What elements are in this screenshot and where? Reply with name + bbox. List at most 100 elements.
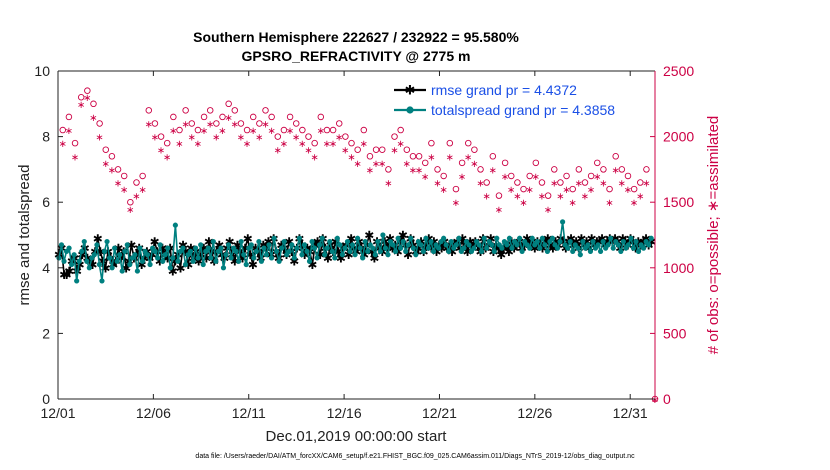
totalspread-point: [134, 268, 141, 274]
rmse-point: ✱: [494, 242, 504, 256]
rmse-point: ✱: [243, 232, 253, 246]
obs-assimilated-marker: ∗: [181, 119, 189, 130]
totalspread-point: [317, 242, 323, 248]
totalspread-point: [279, 245, 285, 251]
totalspread-point: [334, 235, 340, 241]
totalspread-point: [408, 235, 414, 241]
legend-box: [388, 79, 650, 121]
obs-assimilated-marker: ∗: [138, 185, 146, 196]
totalspread-point: [155, 255, 161, 261]
rmse-point: ✱: [313, 235, 323, 249]
totalspread-point: [311, 245, 318, 251]
obs-assimilated-marker: ∗: [114, 179, 122, 190]
rmse-point: ✱: [507, 235, 517, 249]
totalspread-point: [347, 248, 353, 254]
totalspread-point: [332, 255, 338, 261]
obs-assimilated-marker: ∗: [421, 172, 429, 183]
rmse-point: ✱: [592, 235, 602, 249]
obs-possible-marker: [114, 166, 122, 173]
chart-subtitle: GPSRO_REFRACTIVITY @ 2775 m: [242, 48, 471, 64]
rmse-point: ✱: [594, 235, 604, 249]
obs-possible-marker: [372, 146, 380, 153]
totalspread-point: [352, 252, 358, 258]
obs-possible-marker: [612, 153, 619, 160]
obs-assimilated-marker: ∗: [581, 192, 589, 203]
totalspread-point: [529, 235, 535, 241]
y2-axis-ticks: 0 500 1000 1500 2000 2500: [650, 63, 694, 407]
obs-possible-marker: [120, 172, 128, 180]
obs-assimilated-marker: ∗: [532, 172, 540, 183]
totalspread-point: [66, 245, 72, 251]
obs-assimilated-marker: ∗: [89, 113, 97, 124]
rmse-point: ✱: [178, 238, 188, 252]
rmse-point: ✱: [545, 238, 555, 252]
totalspread-point: [187, 248, 194, 254]
rmse-point: ✱: [522, 232, 532, 246]
totalspread-point: [587, 248, 594, 254]
obs-assimilated-marker: ∗: [169, 126, 177, 137]
rmse-point: ✱: [302, 242, 312, 256]
totalspread-point: [377, 248, 383, 254]
rmse-point: ✱: [527, 235, 537, 249]
obs-possible-marker: [421, 159, 429, 167]
obs-assimilated-marker: ∗: [403, 159, 411, 170]
obs-assimilated-marker: ∗: [280, 139, 288, 150]
rmse-point: ✱: [113, 242, 123, 256]
x-axis-ticks: 12/01 12/06 12/11 12/16 12/21 12/26 12/31: [40, 71, 648, 421]
y2-tick-label: 500: [663, 325, 687, 341]
obs-possible-marker: [231, 107, 239, 114]
totalspread-point: [225, 242, 232, 248]
obs-assimilated-marker: ∗: [224, 113, 232, 124]
obs-assimilated-marker: ∗: [427, 152, 435, 163]
rmse-point: ✱: [263, 235, 273, 249]
obs-assimilated-marker: ∗: [151, 133, 159, 144]
obs-assimilated-marker: ∗: [513, 192, 521, 203]
rmse-point: ✱: [367, 245, 377, 259]
totalspread-point: [296, 235, 302, 241]
rmse-point: ✱: [232, 238, 242, 252]
obs-assimilated-marker: ∗: [77, 100, 85, 111]
obs-possible-marker: [305, 133, 312, 140]
rmse-point: ✱: [248, 258, 258, 272]
totalspread-point: [446, 248, 452, 254]
totalspread-point: [74, 278, 80, 284]
obs-assimilated-marker: ∗: [298, 139, 306, 150]
obs-assimilated-marker: ∗: [175, 139, 183, 150]
totalspread-point: [577, 252, 583, 258]
totalspread-point: [413, 252, 419, 258]
totalspread-point: [190, 258, 196, 264]
obs-possible-marker: [397, 126, 404, 134]
obs-possible-marker: [317, 113, 325, 121]
totalspread-point: [180, 245, 186, 251]
obs-assimilated-marker: ∗: [587, 185, 595, 196]
rmse-point: ✱: [504, 245, 514, 259]
totalspread-point: [220, 265, 227, 271]
obs-assimilated-marker: ∗: [446, 152, 454, 163]
totalspread-point: [248, 242, 254, 248]
rmse-point: ✱: [59, 268, 69, 282]
obs-possible-marker: [90, 100, 97, 108]
obs-markers: ∗∗∗∗∗∗∗∗∗∗∗∗∗∗∗∗∗∗∗∗∗∗∗∗∗∗∗∗∗∗∗∗∗∗∗∗∗∗∗∗…: [59, 87, 659, 406]
obs-assimilated-marker: ∗: [206, 119, 214, 130]
rmse-point: ✱: [240, 242, 250, 256]
totalspread-point: [94, 242, 100, 248]
obs-possible-marker: [594, 159, 601, 167]
rmse-point: ✱: [144, 251, 154, 265]
totalspread-point: [355, 235, 361, 241]
rmse-point: ✱: [538, 242, 548, 256]
totalspread-point: [223, 252, 229, 258]
legend-rmse-label: rmse grand pr = 4.4372: [431, 82, 577, 98]
obs-possible-marker: [354, 146, 361, 153]
totalspread-point: [537, 245, 543, 251]
rmse-point: ✱: [121, 261, 131, 275]
x-tick-label: 12/26: [517, 405, 552, 421]
rmse-point: ✱: [194, 255, 204, 269]
obs-assimilated-marker: ∗: [409, 165, 417, 176]
totalspread-point: [375, 238, 381, 245]
obs-possible-marker: [323, 126, 331, 134]
obs-possible-marker: [618, 166, 626, 173]
totalspread-point: [625, 242, 632, 248]
rmse-point: ✱: [95, 245, 105, 259]
rmse-point: ✱: [225, 235, 235, 249]
totalspread-point: [481, 235, 487, 241]
